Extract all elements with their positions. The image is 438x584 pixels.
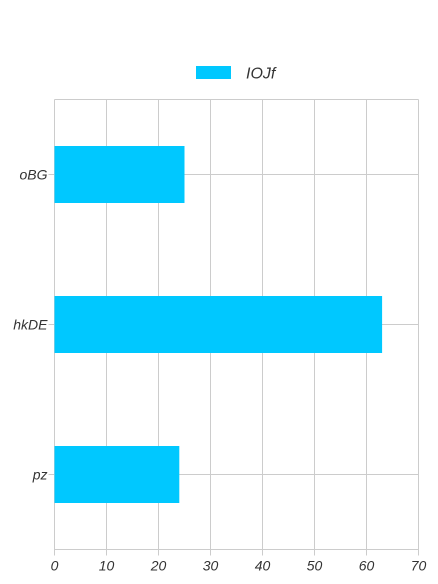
x-tick-label: 70 — [411, 558, 427, 574]
category-axis: oBG hkDE pz — [13, 167, 48, 483]
x-tick-label: 10 — [99, 558, 115, 574]
x-tick-label: 30 — [203, 558, 219, 574]
category-label-pz: pz — [32, 467, 48, 483]
value-axis: 0 10 20 30 40 50 60 70 — [51, 558, 427, 574]
x-tick-label: 40 — [255, 558, 271, 574]
x-tick-label: 20 — [150, 558, 167, 574]
x-tick-label: 0 — [51, 558, 59, 574]
bar-pz — [54, 446, 180, 503]
legend-swatch — [196, 66, 231, 79]
category-label-obg: oBG — [19, 167, 47, 183]
bar-obg — [54, 146, 185, 203]
x-tick-label: 60 — [359, 558, 375, 574]
legend-label-iojf: IOJf — [246, 66, 277, 83]
category-label-hkde: hkDE — [13, 317, 48, 333]
bar-hkde — [54, 296, 383, 353]
legend: IOJf — [196, 66, 277, 83]
bars — [54, 146, 383, 503]
x-tick-label: 50 — [307, 558, 323, 574]
